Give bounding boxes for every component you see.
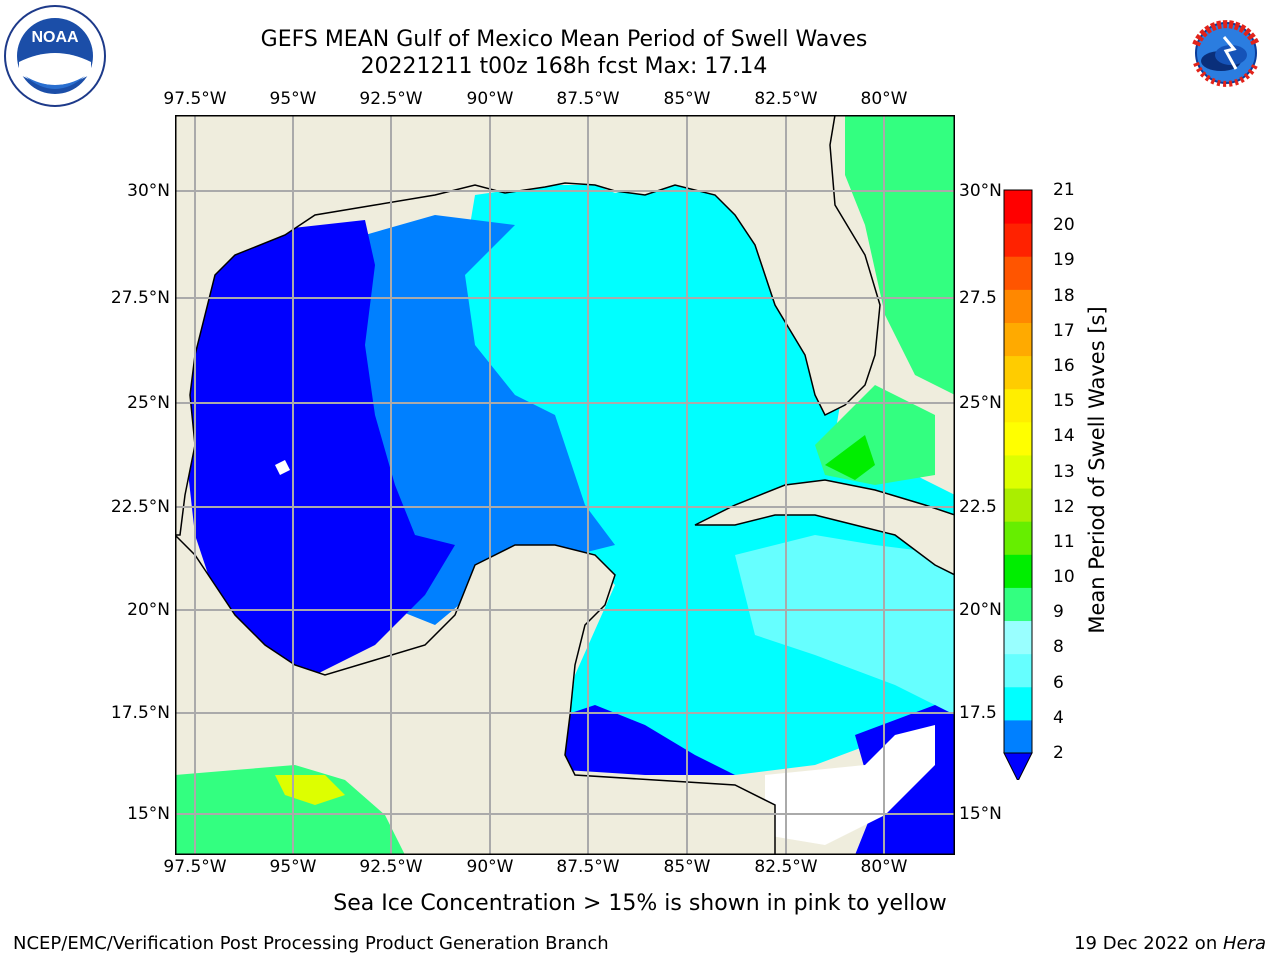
swell-region-deep-blue-south xyxy=(565,705,735,775)
lat-tick: 20°N xyxy=(127,600,170,620)
colorbar-tick: 17 xyxy=(1053,320,1075,341)
lat-tick: 27.5 xyxy=(959,288,997,308)
lon-tick: 85°W xyxy=(663,857,711,877)
lon-tick: 90°W xyxy=(466,89,514,109)
colorbar-tick: 19 xyxy=(1053,250,1075,271)
no-data-area-bay xyxy=(275,460,290,475)
lon-tick: 97.5°W xyxy=(163,857,227,877)
colorbar-segment xyxy=(1004,686,1032,721)
colorbar-segment xyxy=(1004,190,1032,224)
lat-tick: 27.5°N xyxy=(110,288,170,308)
lon-tick: 82.5°W xyxy=(754,857,818,877)
swell-region-mid-blue xyxy=(355,215,615,625)
colorbar-frame xyxy=(1003,189,1033,754)
colorbar-segment xyxy=(1004,388,1032,423)
lat-tick: 15°N xyxy=(127,804,170,824)
colorbar-segment xyxy=(1004,653,1032,688)
colorbar-tick: 11 xyxy=(1053,531,1075,552)
colorbar-tick: 4 xyxy=(1053,707,1064,728)
lon-tick: 95°W xyxy=(269,857,317,877)
colorbar-tick: 15 xyxy=(1053,391,1075,412)
lat-tick: 22.5 xyxy=(959,497,997,517)
colorbar-segment xyxy=(1004,620,1032,655)
lat-tick: 15°N xyxy=(959,804,1002,824)
colorbar-tick: 2 xyxy=(1053,743,1064,763)
colorbar-segment xyxy=(1004,454,1032,489)
lon-tick: 85°W xyxy=(663,89,711,109)
date-value: 19 Dec 2022 on xyxy=(1074,933,1223,954)
lon-tick: 80°W xyxy=(860,857,908,877)
colorbar-tick: 20 xyxy=(1053,215,1075,236)
map-subtitle: 20221211 t00z 168h fcst Max: 17.14 xyxy=(360,54,768,79)
colorbar-segment xyxy=(1004,322,1032,357)
lat-tick: 30°N xyxy=(959,181,1002,201)
colorbar-segment xyxy=(1004,488,1032,522)
date-text: 19 Dec 2022 on Hera xyxy=(1074,933,1266,954)
swell-region-deep-blue-west xyxy=(185,220,455,675)
swell-region-bright-green xyxy=(825,435,875,480)
colorbar-tick: 10 xyxy=(1053,567,1075,588)
colorbar-segment xyxy=(1004,521,1032,555)
lon-tick: 87.5°W xyxy=(556,89,620,109)
map-frame xyxy=(175,115,955,855)
land-cuba xyxy=(694,479,955,576)
swell-region-light-cyan xyxy=(735,535,955,715)
swell-region-pacific xyxy=(175,765,405,855)
land-north-gulf-coast xyxy=(175,115,881,536)
colorbar-tick: 14 xyxy=(1053,426,1075,447)
lon-tick: 87.5°W xyxy=(556,857,620,877)
gulf-of-mexico-map xyxy=(175,115,955,855)
lon-tick: 92.5°W xyxy=(359,857,423,877)
nws-logo xyxy=(1178,5,1274,101)
colorbar-segment xyxy=(1004,421,1032,456)
lon-tick: 92.5°W xyxy=(359,89,423,109)
lat-tick: 25°N xyxy=(127,393,170,413)
lon-tick: 90°W xyxy=(466,857,514,877)
sea-ice-note: Sea Ice Concentration > 15% is shown in … xyxy=(333,891,947,916)
lat-tick: 17.5°N xyxy=(110,703,170,723)
colorbar-tick: 18 xyxy=(1053,285,1075,306)
lon-tick: 82.5°W xyxy=(754,89,818,109)
colorbar-segment xyxy=(1004,355,1032,390)
colorbar-tick: 9 xyxy=(1053,602,1064,623)
colorbar-tick: 21 xyxy=(1053,180,1075,200)
lon-tick: 95°W xyxy=(269,89,317,109)
colorbar-segment xyxy=(1004,587,1032,622)
colorbar-segment xyxy=(1004,719,1032,754)
lon-tick: 97.5°W xyxy=(163,89,227,109)
lat-tick: 20°N xyxy=(959,600,1002,620)
colorbar-segment xyxy=(1004,289,1032,323)
colorbar-tick: 8 xyxy=(1053,637,1064,658)
lat-tick: 30°N xyxy=(127,181,170,201)
noaa-logo: NOAA xyxy=(4,5,106,107)
graticule xyxy=(175,115,955,855)
map-title: GEFS MEAN Gulf of Mexico Mean Period of … xyxy=(260,27,868,52)
credit-text: NCEP/EMC/Verification Post Processing Pr… xyxy=(13,933,609,954)
swell-region-green-atlantic xyxy=(845,115,955,395)
colorbar-segments xyxy=(1003,189,1033,780)
colorbar-tick: 12 xyxy=(1053,496,1075,517)
lat-tick: 17.5 xyxy=(959,703,997,723)
lon-tick: 80°W xyxy=(860,89,908,109)
colorbar-tick: 13 xyxy=(1053,461,1075,482)
colorbar-segment xyxy=(1004,256,1032,290)
colorbar xyxy=(1003,189,1033,780)
colorbar-segment xyxy=(1004,223,1032,257)
colorbar-tick: 16 xyxy=(1053,355,1075,376)
lat-tick: 25°N xyxy=(959,393,1002,413)
colorbar-segment xyxy=(1004,554,1032,588)
colorbar-tick: 6 xyxy=(1053,672,1064,693)
noaa-logo-text: NOAA xyxy=(31,29,79,46)
colorbar-extension xyxy=(1003,752,1033,780)
colorbar-label: Mean Period of Swell Waves [s] xyxy=(1085,306,1109,634)
machine-name: Hera xyxy=(1222,933,1266,954)
lat-tick: 22.5°N xyxy=(110,497,170,517)
